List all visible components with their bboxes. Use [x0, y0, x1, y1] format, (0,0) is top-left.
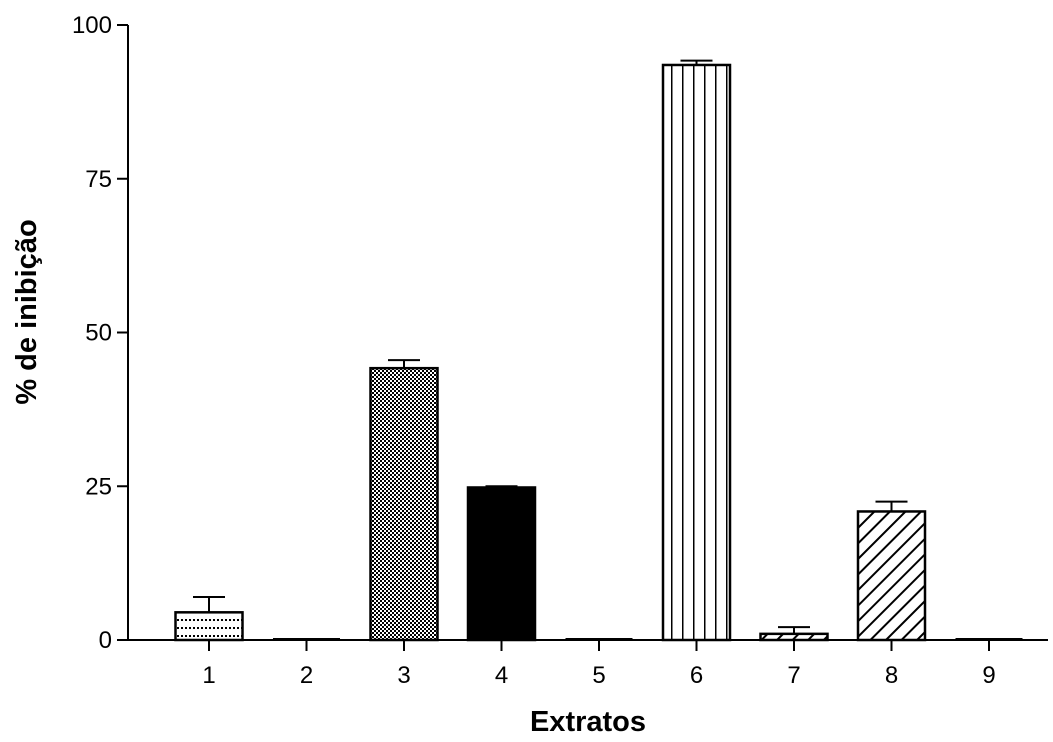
bar-1 — [174, 611, 244, 642]
y-axis-title: % de inibição — [11, 219, 43, 404]
x-tick-label: 4 — [495, 662, 508, 689]
y-ticks: 0 25 50 75 100 — [72, 12, 128, 654]
x-axis-title: Extratos — [530, 706, 646, 738]
bar-3 — [369, 366, 439, 642]
y-tick-label: 0 — [99, 627, 112, 654]
x-ticks: 1 2 3 4 5 6 7 8 9 — [202, 640, 996, 689]
bar-4 — [466, 486, 537, 642]
error-bars — [193, 59, 908, 634]
bars — [174, 63, 1023, 642]
x-tick-label: 8 — [885, 662, 898, 689]
y-tick-label: 75 — [85, 166, 112, 193]
x-tick-label: 7 — [787, 662, 800, 689]
x-tick-label: 6 — [690, 662, 703, 689]
y-tick-label: 100 — [72, 12, 112, 39]
x-tick-label: 2 — [300, 662, 313, 689]
bar-6 — [661, 63, 732, 642]
x-tick-label: 5 — [592, 662, 605, 689]
x-tick-label: 1 — [202, 662, 215, 689]
bar-8 — [856, 510, 927, 642]
y-tick-label: 50 — [85, 320, 112, 347]
x-tick-label: 9 — [982, 662, 995, 689]
x-tick-label: 3 — [397, 662, 410, 689]
y-tick-label: 25 — [85, 473, 112, 500]
bar-7 — [759, 632, 829, 642]
